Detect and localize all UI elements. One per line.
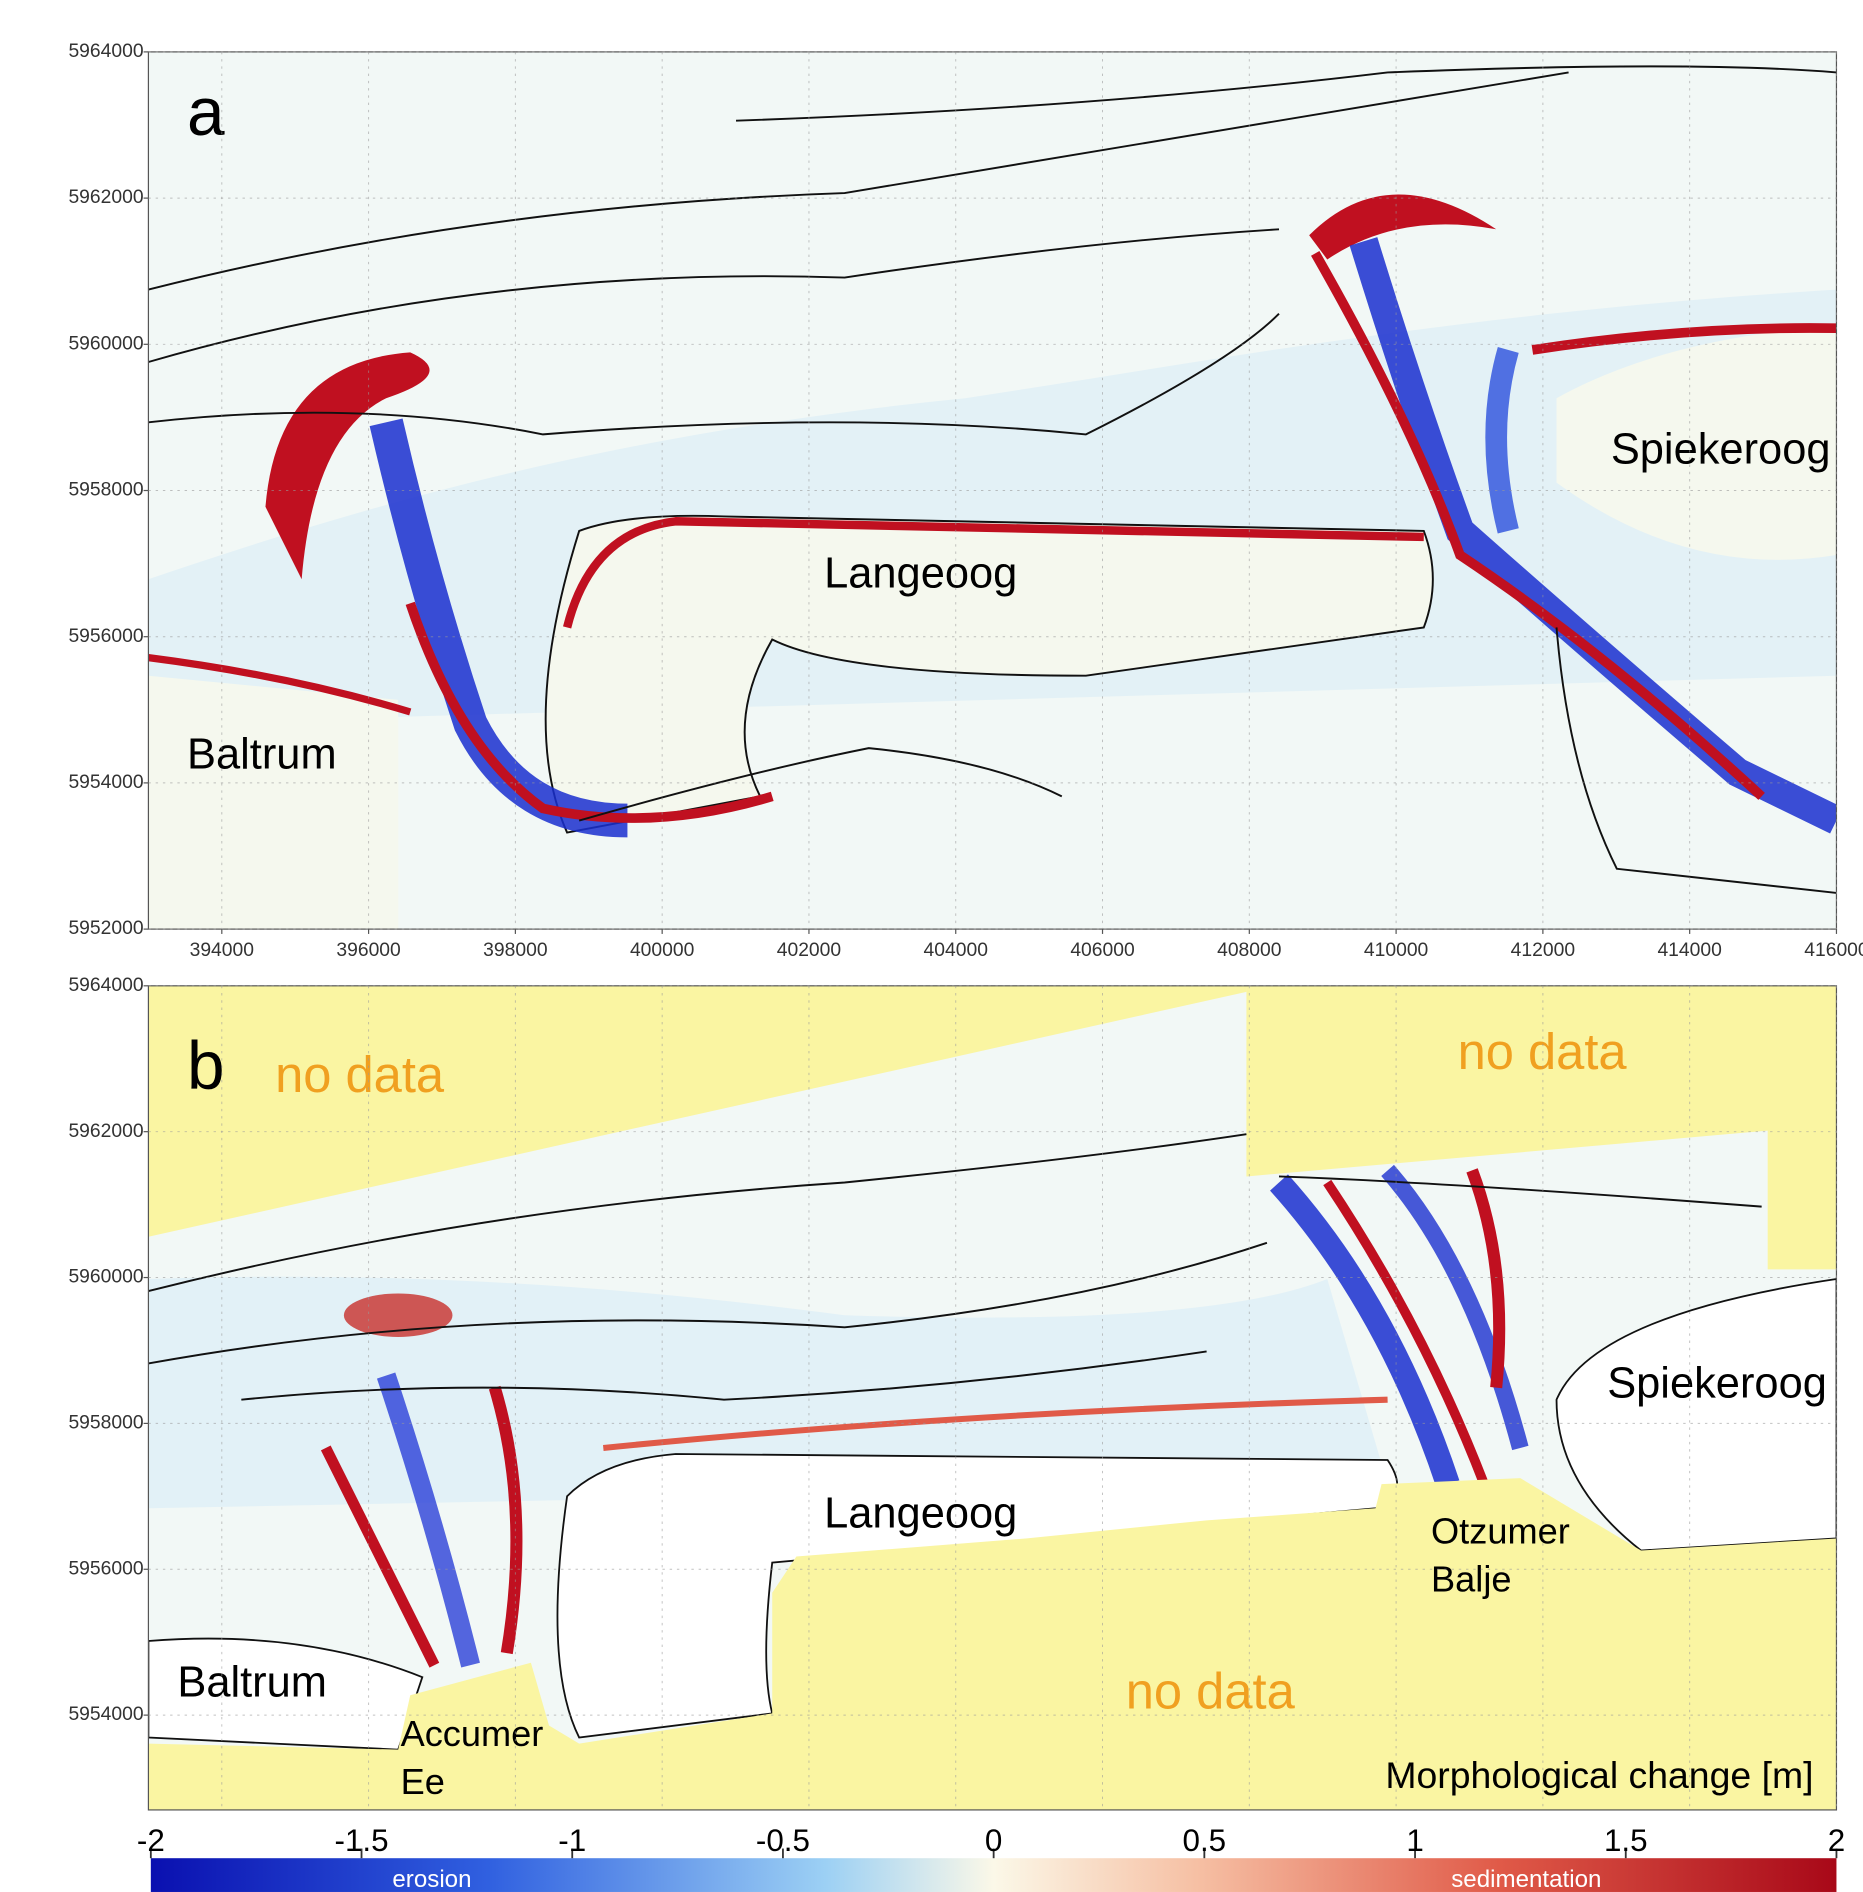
x-tick-label: 400000 <box>630 940 694 961</box>
colorbar-tick-label: 0.5 <box>1183 1823 1227 1858</box>
x-tick-label: 414000 <box>1657 940 1721 961</box>
colorbar-tick-label: -0.5 <box>756 1823 810 1858</box>
colorbar-tick-label: -1 <box>558 1823 586 1858</box>
y-tick-label: 5954000 <box>68 1704 143 1725</box>
y-tick-label: 5956000 <box>68 1558 143 1579</box>
y-tick-label: 5958000 <box>68 480 143 501</box>
place-label: Baltrum <box>177 1659 327 1707</box>
y-tick-label: 5958000 <box>68 1412 143 1433</box>
x-tick-label: 408000 <box>1217 940 1281 961</box>
no-data-label: no data <box>1126 1663 1296 1720</box>
y-tick-label: 5964000 <box>68 41 143 62</box>
channel-erosion <box>1496 350 1508 531</box>
x-tick-label: 402000 <box>777 940 841 961</box>
figure: a Langeoog Spiekeroog Baltrum b Langeoog… <box>0 0 1863 1892</box>
y-tick-label: 5952000 <box>68 918 143 939</box>
y-tick-label: 5962000 <box>68 187 143 208</box>
colorbar-tick-label: 1.5 <box>1604 1823 1648 1858</box>
place-label: Baltrum <box>187 731 337 779</box>
place-label: Langeoog <box>824 1490 1017 1538</box>
panel-label: a <box>187 75 225 150</box>
x-tick-label: 406000 <box>1070 940 1134 961</box>
place-label: Balje <box>1431 1559 1511 1600</box>
colorbar-tick-label: -1.5 <box>335 1823 389 1858</box>
x-tick-label: 394000 <box>190 940 254 961</box>
colorbar-title: Morphological change [m] <box>1385 1754 1813 1796</box>
y-tick-label: 5954000 <box>68 772 143 793</box>
colorbar-tick-label: 2 <box>1828 1823 1845 1858</box>
x-tick-label: 416000 <box>1804 940 1863 961</box>
y-tick-label: 5962000 <box>68 1121 143 1142</box>
colorbar-tick-label: 1 <box>1406 1823 1423 1858</box>
y-tick-label: 5956000 <box>68 626 143 647</box>
x-tick-label: 410000 <box>1364 940 1428 961</box>
place-label: Langeoog <box>824 550 1017 598</box>
panel-label: b <box>187 1028 225 1103</box>
island-baltrum <box>148 676 398 929</box>
panel-b-map <box>148 986 1836 1810</box>
y-tick-label: 5960000 <box>68 333 143 354</box>
place-label: Accumer <box>401 1713 544 1754</box>
place-label: Ee <box>401 1761 445 1802</box>
x-tick-label: 398000 <box>483 940 547 961</box>
colorbar-tick-label: 0 <box>985 1823 1002 1858</box>
colorbar-end-label: sedimentation <box>1451 1866 1601 1892</box>
place-label: Otzumer <box>1431 1510 1570 1551</box>
colorbar-end-label: erosion <box>392 1866 471 1892</box>
y-tick-label: 5960000 <box>68 1267 143 1288</box>
colorbar-tick-label: -2 <box>137 1823 165 1858</box>
place-label: Spiekeroog <box>1607 1359 1827 1407</box>
x-tick-label: 404000 <box>924 940 988 961</box>
place-label: Spiekeroog <box>1611 425 1831 473</box>
x-tick-label: 412000 <box>1511 940 1575 961</box>
no-data-label: no data <box>275 1046 445 1103</box>
y-tick-label: 5964000 <box>68 975 143 996</box>
x-tick-label: 396000 <box>336 940 400 961</box>
